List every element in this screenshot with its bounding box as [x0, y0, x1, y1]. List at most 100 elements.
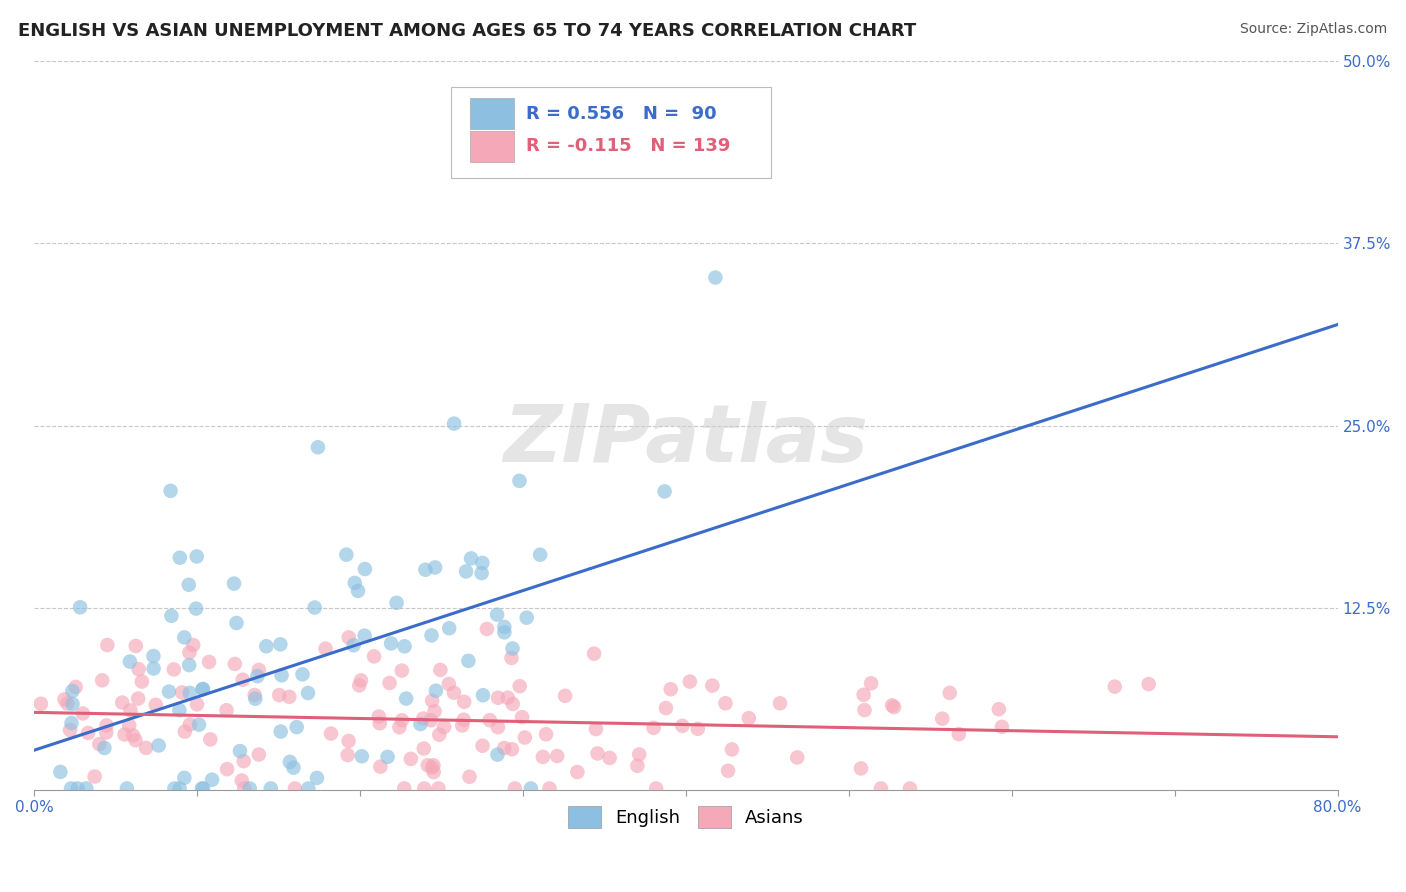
English: [502, 641, 524, 656]
Asians: [486, 690, 509, 705]
Asians: [880, 698, 903, 713]
Asians: [77, 726, 100, 740]
English: [159, 483, 181, 498]
English: [62, 697, 84, 711]
English: [191, 781, 214, 796]
English: [191, 682, 214, 697]
English: [75, 781, 97, 796]
English: [115, 781, 138, 796]
Asians: [200, 732, 222, 747]
Asians: [1104, 680, 1126, 694]
English: [245, 691, 267, 706]
English: [471, 566, 494, 581]
Asians: [127, 691, 149, 706]
English: [60, 716, 83, 731]
English: [269, 637, 291, 651]
English: [350, 749, 373, 764]
Asians: [247, 747, 270, 762]
English: [516, 610, 538, 624]
Asians: [319, 726, 342, 740]
Asians: [350, 673, 373, 688]
English: [385, 596, 408, 610]
English: [148, 739, 170, 753]
Asians: [422, 765, 444, 780]
English: [409, 717, 432, 731]
Asians: [111, 696, 134, 710]
Text: R = -0.115   N = 139: R = -0.115 N = 139: [526, 137, 730, 155]
English: [225, 615, 247, 630]
Asians: [503, 781, 526, 796]
English: [184, 601, 207, 615]
Asians: [170, 685, 193, 699]
English: [494, 620, 516, 634]
Asians: [427, 728, 450, 742]
Asians: [231, 773, 253, 788]
Text: ZIPatlas: ZIPatlas: [503, 401, 869, 479]
Asians: [72, 706, 94, 721]
English: [187, 717, 209, 731]
FancyBboxPatch shape: [451, 87, 770, 178]
Asians: [30, 697, 52, 711]
English: [654, 484, 676, 499]
Asians: [370, 759, 392, 773]
Asians: [853, 703, 876, 717]
Asians: [686, 722, 709, 736]
English: [169, 703, 191, 717]
Asians: [429, 663, 451, 677]
English: [173, 771, 195, 785]
Asians: [643, 721, 665, 735]
Asians: [721, 742, 744, 756]
Asians: [337, 734, 360, 748]
Asians: [131, 674, 153, 689]
Asians: [586, 747, 609, 761]
Asians: [122, 728, 145, 742]
Asians: [531, 750, 554, 764]
Asians: [626, 759, 648, 773]
Asians: [347, 678, 370, 692]
Asians: [546, 749, 568, 764]
Asians: [114, 727, 136, 741]
Asians: [502, 697, 524, 711]
Asians: [501, 742, 523, 756]
Asians: [412, 712, 434, 726]
English: [395, 691, 418, 706]
English: [380, 636, 402, 650]
Asians: [56, 697, 79, 711]
English: [304, 600, 326, 615]
English: [179, 658, 201, 673]
Text: ENGLISH VS ASIAN UNEMPLOYMENT AMONG AGES 65 TO 74 YEARS CORRELATION CHART: ENGLISH VS ASIAN UNEMPLOYMENT AMONG AGES…: [18, 22, 917, 40]
English: [377, 750, 399, 764]
Asians: [269, 688, 291, 702]
Asians: [181, 638, 204, 652]
Asians: [124, 733, 146, 747]
English: [486, 607, 509, 622]
Asians: [215, 762, 238, 776]
Asians: [423, 704, 446, 718]
English: [420, 628, 443, 642]
Asians: [453, 695, 475, 709]
Asians: [83, 770, 105, 784]
English: [160, 608, 183, 623]
Asians: [717, 764, 740, 778]
English: [297, 686, 319, 700]
English: [283, 761, 305, 775]
English: [179, 686, 201, 700]
Asians: [378, 676, 401, 690]
Asians: [860, 676, 883, 690]
English: [142, 648, 165, 663]
English: [443, 417, 465, 431]
Asians: [494, 741, 516, 756]
Asians: [422, 758, 444, 772]
Asians: [278, 690, 301, 704]
English: [343, 576, 366, 591]
English: [394, 640, 416, 654]
English: [437, 621, 460, 635]
English: [486, 747, 509, 762]
Asians: [645, 781, 668, 796]
Asians: [849, 761, 872, 775]
Asians: [125, 639, 148, 653]
Asians: [538, 781, 561, 796]
Asians: [96, 638, 118, 652]
Asians: [870, 781, 893, 796]
Asians: [412, 741, 434, 756]
